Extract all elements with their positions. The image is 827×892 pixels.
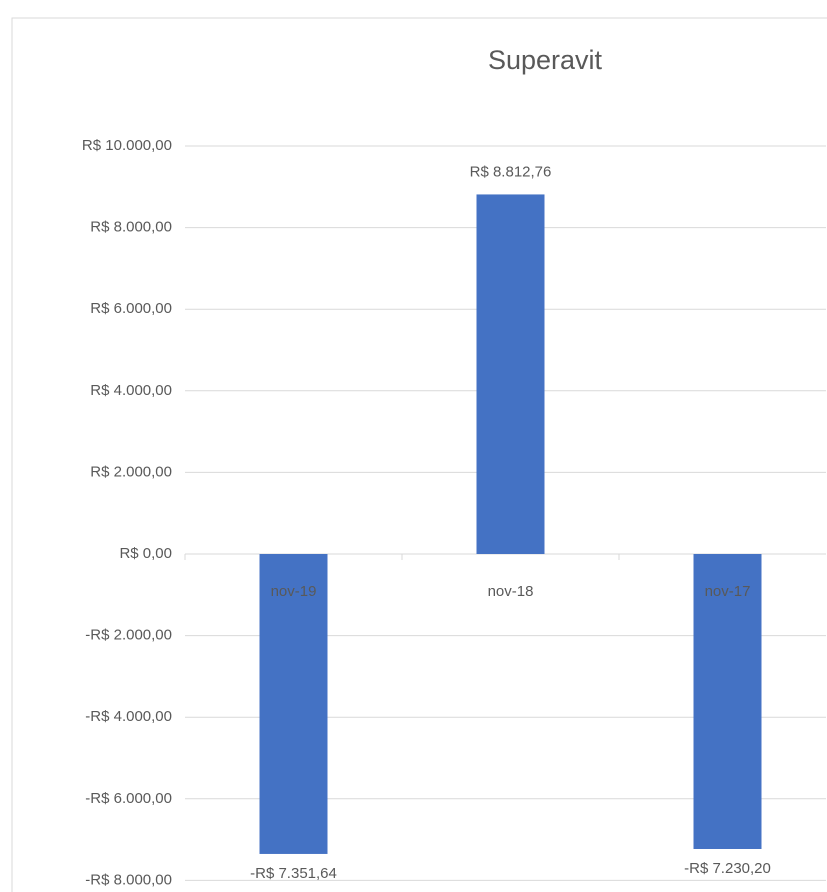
y-tick-label: R$ 4.000,00 xyxy=(90,382,172,399)
data-label: R$ 8.812,76 xyxy=(470,163,552,180)
x-tick-label: nov-18 xyxy=(488,583,534,600)
y-tick-label: R$ 8.000,00 xyxy=(90,219,172,236)
chart-title: Superavit xyxy=(488,45,603,75)
y-tick-label: R$ 2.000,00 xyxy=(90,463,172,480)
data-label: -R$ 7.230,20 xyxy=(684,860,771,877)
data-label: -R$ 7.351,64 xyxy=(250,865,337,882)
bar xyxy=(476,194,545,554)
x-tick-label: nov-17 xyxy=(705,583,751,600)
y-tick-label: R$ 6.000,00 xyxy=(90,300,172,317)
y-tick-label: -R$ 4.000,00 xyxy=(85,708,172,725)
bar xyxy=(693,554,762,849)
y-tick-label: R$ 10.000,00 xyxy=(82,137,172,154)
y-tick-label: R$ 0,00 xyxy=(119,545,172,562)
y-tick-label: -R$ 2.000,00 xyxy=(85,627,172,644)
y-tick-label: -R$ 8.000,00 xyxy=(85,871,172,888)
y-tick-label: -R$ 6.000,00 xyxy=(85,790,172,807)
bar xyxy=(259,554,328,854)
x-tick-label: nov-19 xyxy=(271,583,317,600)
chart-frame xyxy=(11,17,827,892)
